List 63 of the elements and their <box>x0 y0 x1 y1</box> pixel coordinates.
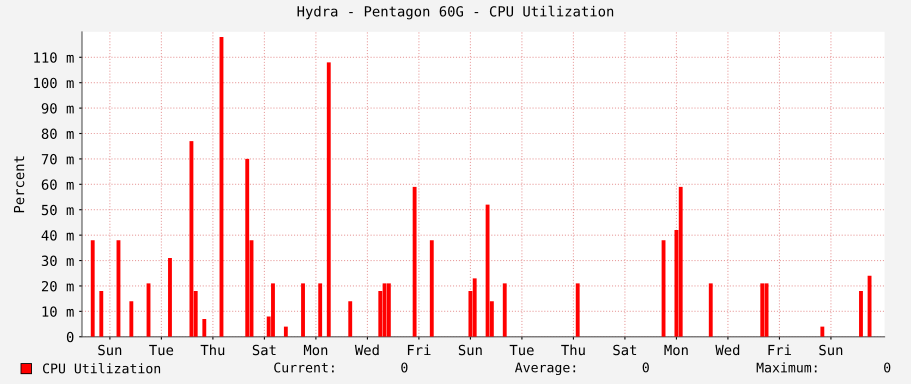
bar <box>412 186 417 337</box>
bar <box>326 62 331 337</box>
x-tick-label: Fri <box>408 344 430 356</box>
bar <box>662 240 666 337</box>
x-tick-label: Sun <box>458 344 482 356</box>
bar <box>284 326 288 337</box>
bar <box>318 283 322 337</box>
text: Average: 0 <box>514 362 649 376</box>
y-tick-label: 60 m <box>42 179 74 190</box>
bar <box>190 141 194 337</box>
bar <box>348 301 352 337</box>
bar <box>146 283 150 337</box>
x-tick-label: Wed <box>715 344 740 356</box>
bar <box>708 283 713 337</box>
bar <box>859 291 863 337</box>
bar <box>271 283 275 337</box>
x-tick-label: Tue <box>149 344 174 356</box>
y-tick-label: 40 m <box>42 230 74 241</box>
bar <box>764 283 768 337</box>
bar <box>502 283 507 337</box>
bar <box>116 240 120 337</box>
y-tick-label: 100 m <box>34 78 74 88</box>
y-tick-label: 30 m <box>42 256 74 266</box>
x-tick-label: Tue <box>510 344 534 356</box>
bar <box>245 158 250 337</box>
y-tick-label: 10 m <box>42 306 74 317</box>
y-tick-label: 70 m <box>42 154 74 164</box>
y-tick-label: 110 m <box>34 52 74 63</box>
bar <box>99 291 104 337</box>
bar <box>129 301 134 337</box>
y-tick-label: 80 m <box>42 128 74 140</box>
bar <box>472 278 477 337</box>
x-tick-label: Mon <box>664 344 688 356</box>
x-tick-label: Thu <box>561 344 585 356</box>
x-tick-label: Sat <box>252 344 276 356</box>
bar <box>386 283 391 337</box>
x-tick-label: Thu <box>200 344 224 356</box>
chart-title: Hydra - Pentagon 60G - CPU Utilization <box>298 6 614 20</box>
bar <box>430 240 434 337</box>
x-tick-label: Sun <box>98 344 122 356</box>
bar <box>220 36 224 337</box>
bar <box>820 326 824 337</box>
bar <box>486 204 490 337</box>
bar <box>301 283 305 337</box>
x-tick-label: Sat <box>613 344 636 356</box>
y-axis-title: Percent <box>14 156 24 212</box>
x-tick-label: Wed <box>354 344 379 356</box>
legend-label: CPU Utilization <box>42 363 160 374</box>
y-tick-label: 0 <box>66 332 74 342</box>
bar <box>90 240 95 337</box>
y-tick-label: 50 m <box>42 204 74 216</box>
x-tick-label: Mon <box>304 344 328 356</box>
x-tick-label: Sun <box>819 344 842 356</box>
text: Maximum: 0 <box>756 362 890 373</box>
text: Current: 0 <box>274 362 408 373</box>
bar <box>168 258 172 337</box>
y-tick-label: 20 m <box>42 280 74 292</box>
bar <box>760 283 764 337</box>
bar <box>678 186 683 337</box>
y-tick-label: 90 m <box>42 103 74 114</box>
bar <box>576 283 580 337</box>
x-tick-label: Fri <box>768 344 792 356</box>
bar <box>868 276 872 337</box>
